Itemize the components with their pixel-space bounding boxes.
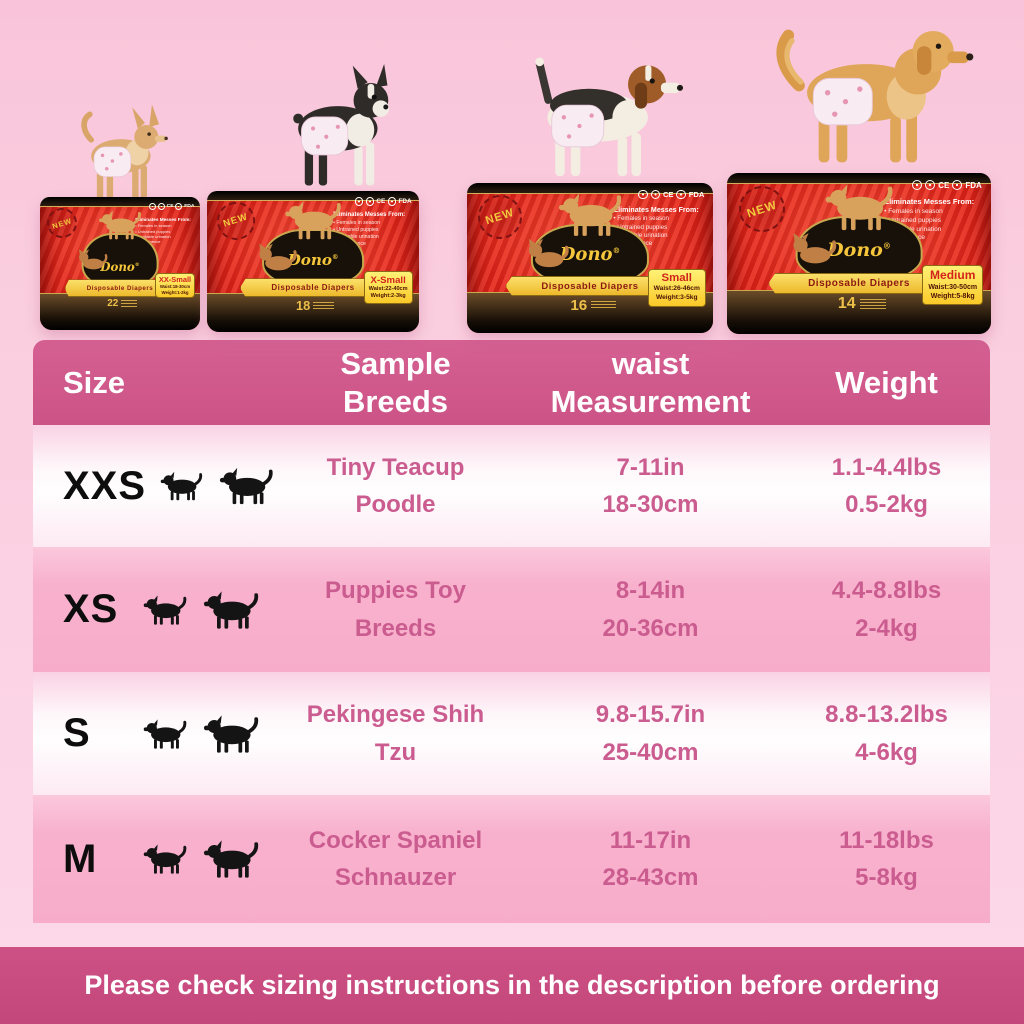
ce-mark-label: CE bbox=[938, 180, 950, 190]
waist-cell: 8-14in 20-36cm bbox=[602, 577, 699, 642]
weight-cell: 11-18lbs 5-8kg bbox=[839, 826, 934, 891]
new-stamp-icon: NEW bbox=[211, 197, 260, 245]
waist-cell: 9.8-15.7in 25-40cm bbox=[595, 701, 706, 766]
table-row-xs: XS Puppies Toy Breeds 8-14in 20-36cm 4.4-8… bbox=[33, 547, 990, 672]
header-weight: Weight bbox=[835, 364, 938, 400]
cert-mark-icon bbox=[175, 202, 183, 210]
size-value: S bbox=[63, 711, 91, 755]
size-value: M bbox=[63, 836, 98, 881]
size-value: XS bbox=[63, 587, 119, 631]
size-tag: X-Small Waist:22-40cm Weight:2-3kg bbox=[363, 271, 413, 304]
piece-count: 14 bbox=[838, 295, 886, 313]
notice-banner: Please check sizing instructions in the … bbox=[0, 947, 1024, 1024]
fda-mark-label: FDA bbox=[965, 180, 982, 190]
size-tag: Medium Waist:30-50cm Weight:5-8kg bbox=[922, 264, 984, 305]
table-row-xxs: XXS Tiny Teacup Poodle 7-11in 18-30cm 1.1-… bbox=[33, 425, 990, 547]
waist-cell: 11-17in 28-43cm bbox=[602, 826, 699, 891]
piece-count: 22 bbox=[107, 298, 137, 309]
ce-mark-label: CE bbox=[662, 190, 674, 200]
certification-marks: CE FDA bbox=[638, 189, 705, 200]
dog-photo-beagle bbox=[512, 48, 692, 178]
header-waist-measurement: waist Measurement bbox=[550, 346, 751, 419]
dog-silhouette-icon bbox=[143, 843, 187, 875]
package-dog-icon bbox=[98, 205, 141, 245]
dog-silhouette-icon bbox=[143, 594, 187, 626]
cert-mark-icon bbox=[354, 197, 364, 206]
new-stamp-icon: NEW bbox=[732, 179, 791, 238]
weight-cell: 1.1-4.4lbs 0.5-2kg bbox=[831, 453, 942, 518]
dog-photo-boston-terrier bbox=[272, 64, 407, 188]
cert-mark-icon bbox=[157, 202, 165, 210]
table-row-m: M Cocker Spaniel Schnauzer 11-17in 28-43cm… bbox=[33, 795, 990, 923]
package-xx-small: NEW CE FDA Eliminates Messes From: Femal… bbox=[40, 197, 200, 330]
fda-mark-label: FDA bbox=[398, 198, 412, 206]
header-size: Size bbox=[63, 364, 126, 400]
ce-mark-label: CE bbox=[376, 198, 386, 206]
new-stamp-icon: NEW bbox=[43, 203, 82, 242]
cert-mark-icon bbox=[952, 180, 963, 191]
size-tag: Small Waist:26-46cm Weight:3-5kg bbox=[647, 268, 706, 307]
table-header-row: Size Sample Breeds waist Measurement Weigh… bbox=[33, 340, 990, 425]
dog-silhouette-icon bbox=[203, 839, 259, 879]
breeds-cell: Puppies Toy Breeds bbox=[325, 577, 466, 642]
package-dog-icon bbox=[284, 199, 341, 241]
package-cat-icon bbox=[254, 242, 299, 273]
breeds-cell: Pekingese Shih Tzu bbox=[306, 701, 485, 766]
breeds-cell: Cocker Spaniel Schnauzer bbox=[308, 826, 483, 891]
package-cat-icon bbox=[75, 245, 109, 274]
notice-text: Please check sizing instructions in the … bbox=[84, 970, 940, 1000]
dog-silhouette-icon bbox=[143, 718, 187, 750]
breeds-cell: Tiny Teacup Poodle bbox=[326, 453, 465, 518]
dog-silhouette-icon bbox=[160, 470, 203, 502]
weight-cell: 4.4-8.8lbs 2-4kg bbox=[831, 577, 942, 642]
certification-marks: CE FDA bbox=[149, 202, 195, 210]
cert-mark-icon bbox=[650, 189, 661, 200]
dog-photo-golden-retriever bbox=[770, 14, 980, 166]
sizing-table: Size Sample Breeds waist Measurement Weigh… bbox=[33, 340, 990, 923]
dog-silhouette-icon bbox=[203, 590, 259, 630]
cert-mark-icon bbox=[365, 197, 374, 206]
ce-mark-label: CE bbox=[166, 203, 174, 209]
size-tag: XX-Small Waist:18-30cm Weight:1-2kg bbox=[154, 272, 196, 299]
package-cat-icon bbox=[521, 237, 573, 270]
piece-count: 16 bbox=[570, 297, 616, 314]
certification-marks: CE FDA bbox=[354, 197, 412, 206]
piece-count: 18 bbox=[296, 298, 335, 313]
cert-mark-icon bbox=[925, 180, 936, 191]
new-stamp-icon: NEW bbox=[472, 189, 528, 245]
waist-cell: 7-11in 18-30cm bbox=[602, 453, 699, 518]
package-small: NEW CE FDA Eliminates Messes From: Femal… bbox=[467, 183, 713, 333]
header-sample-breeds: Sample Breeds bbox=[340, 346, 451, 419]
cert-mark-icon bbox=[676, 189, 686, 200]
package-cat-icon bbox=[785, 231, 840, 266]
cert-mark-icon bbox=[149, 202, 156, 210]
weight-cell: 8.8-13.2lbs 4-6kg bbox=[825, 701, 948, 766]
table-row-s: S Pekingese Shih Tzu 9.8-15.7in 25-40cm 8.… bbox=[33, 672, 990, 795]
dog-photo-chihuahua bbox=[68, 96, 178, 202]
cert-mark-icon bbox=[638, 189, 648, 200]
package-dog-icon bbox=[823, 183, 894, 231]
fda-mark-label: FDA bbox=[688, 190, 705, 200]
dog-silhouette-icon bbox=[203, 714, 259, 754]
cert-mark-icon bbox=[387, 197, 397, 206]
cert-mark-icon bbox=[912, 180, 923, 191]
tagline-ribbon: Disposable Diapers bbox=[239, 278, 387, 298]
fda-mark-label: FDA bbox=[184, 203, 195, 209]
package-x-small: NEW CE FDA Eliminates Messes From: Femal… bbox=[207, 191, 419, 333]
dog-silhouette-icon bbox=[219, 466, 273, 506]
package-dog-icon bbox=[557, 192, 623, 237]
certification-marks: CE FDA bbox=[912, 180, 982, 191]
package-medium: NEW CE FDA Eliminates Messes From: Femal… bbox=[727, 173, 991, 334]
size-value: XXS bbox=[63, 463, 147, 508]
